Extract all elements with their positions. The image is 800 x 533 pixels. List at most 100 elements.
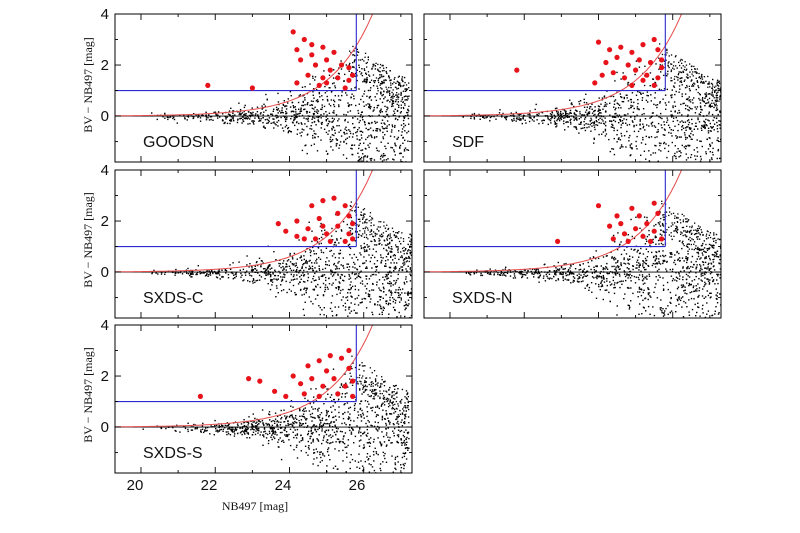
field-point [573,119,575,121]
field-point [166,116,169,118]
field-point [642,291,644,294]
field-point [571,273,573,275]
field-point [655,223,657,226]
field-point [372,235,375,238]
field-point [623,262,625,264]
field-point [685,256,687,258]
field-point [670,252,673,254]
field-point [348,269,350,271]
field-point [688,248,690,250]
field-point [192,270,194,273]
field-point [310,281,313,283]
field-point [666,117,668,119]
field-point [402,238,405,240]
field-point [717,137,719,139]
field-point [560,114,563,116]
field-point [360,130,363,133]
field-point [668,131,670,134]
field-point [309,104,311,107]
field-point [654,334,655,335]
field-point [365,104,367,106]
field-point [371,267,373,269]
field-point [299,289,302,291]
selected-point [331,49,337,55]
field-point [659,117,662,119]
field-point [177,272,179,274]
field-point [369,234,371,236]
field-point [713,269,716,271]
field-point [678,271,680,274]
field-point [363,78,366,80]
field-point [371,157,373,160]
field-point [718,100,720,102]
field-point [644,243,647,245]
field-point [617,272,619,274]
field-point [299,269,302,271]
field-point [674,145,676,147]
field-point [280,112,282,114]
field-point [590,282,593,284]
field-point [264,105,266,107]
field-point [562,268,564,270]
field-point [714,190,715,191]
field-point [326,95,328,98]
field-point [318,305,320,307]
field-point [206,269,208,272]
field-point [543,119,545,122]
field-point [643,216,646,218]
field-point [406,149,408,151]
field-point [707,102,709,104]
field-point [360,59,362,61]
field-point [189,272,192,275]
field-point [392,95,394,97]
field-point [707,294,710,297]
field-point [671,135,673,137]
field-point [493,273,495,275]
field-point [687,74,689,76]
field-point [382,235,384,237]
error-curve [115,170,374,273]
field-point [379,110,381,112]
field-point [673,68,675,70]
field-point [687,355,688,356]
field-point [721,166,722,167]
field-point [361,68,363,70]
field-point [408,123,410,125]
field-point [383,155,385,157]
y-tick-label: 0 [101,108,109,125]
field-point [276,121,278,123]
field-point [382,232,385,234]
field-point [658,243,660,245]
field-point [328,277,330,279]
field-point [333,118,335,120]
field-point [331,121,333,123]
field-point [556,107,558,109]
field-point [600,282,602,284]
field-point [669,268,671,271]
field-point [401,78,403,80]
field-point [630,116,632,118]
field-point [300,135,302,137]
field-point [630,154,632,156]
field-point [395,82,397,84]
field-point [654,236,656,239]
field-point [528,113,531,115]
field-point [222,276,224,278]
field-point [295,264,297,266]
field-point [406,304,408,307]
field-point [680,284,683,286]
field-point [691,123,693,125]
field-point [616,314,618,316]
field-point [678,303,680,305]
field-point [186,272,188,274]
field-point [196,273,198,276]
field-point [688,121,691,124]
field-point [406,95,408,97]
field-point [358,127,360,129]
field-point [705,118,707,121]
field-point [662,277,664,279]
field-point [653,314,656,317]
field-point [665,307,667,310]
field-point [604,128,607,131]
field-point [629,273,631,276]
